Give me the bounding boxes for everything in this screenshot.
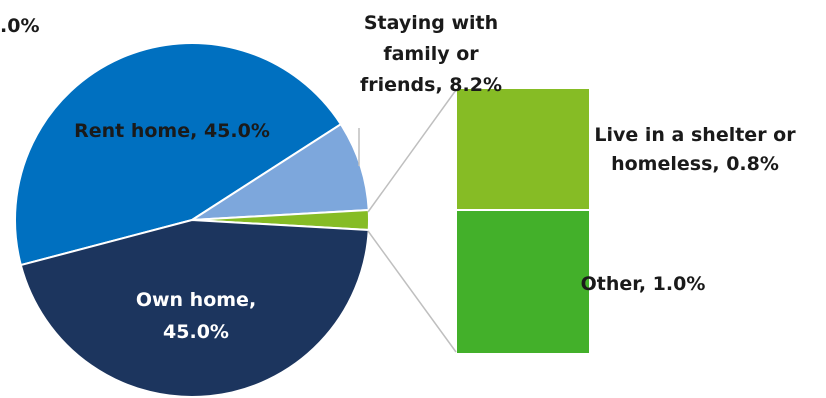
label-line: 45.0%	[163, 321, 229, 343]
label-line: Live in a shelter or	[594, 124, 796, 146]
connector-line-bottom	[367, 230, 457, 353]
bar-segment-shelter-homeless	[457, 89, 589, 209]
label-line: homeless, 0.8%	[611, 153, 779, 175]
clipped-label: .0%	[0, 15, 39, 37]
label-other: Other, 1.0%	[581, 273, 706, 295]
label-own-home: Own home, 45.0%	[136, 289, 256, 343]
label-staying-with-family: Staying with family or friends, 8.2%	[360, 12, 502, 96]
pie-slice-staying-with-family	[188, 122, 370, 222]
label-line: Staying with	[364, 12, 498, 34]
label-line: Own home,	[136, 289, 256, 311]
pie-slice-rent-home	[14, 42, 343, 267]
connector-line-top	[367, 89, 457, 213]
label-shelter-homeless: Live in a shelter or homeless, 0.8%	[594, 124, 796, 175]
label-line: friends, 8.2%	[360, 74, 502, 96]
bar-segment-other	[457, 211, 589, 353]
label-rent-home: Rent home, 45.0%	[74, 120, 270, 142]
pie-slice-own-home	[19, 218, 370, 398]
label-line: family or	[383, 43, 479, 65]
